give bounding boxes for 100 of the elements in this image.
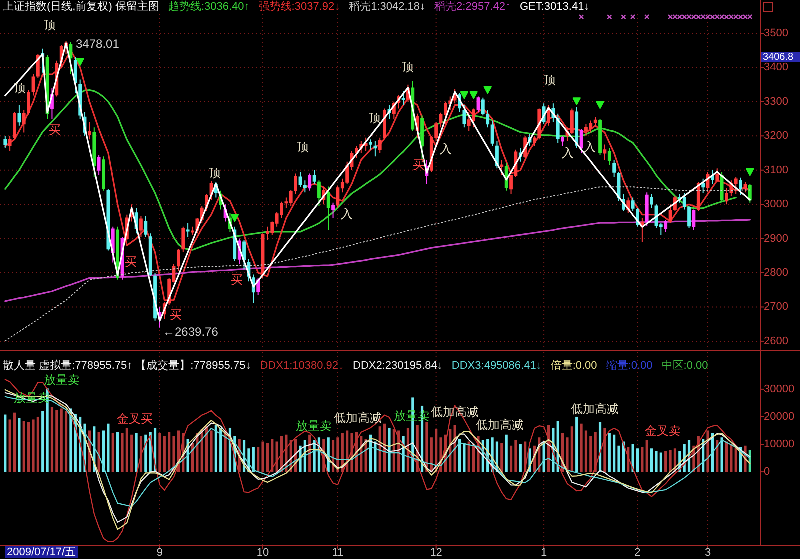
point (607, 14, 612, 20)
bar (18, 418, 21, 472)
chart-title: 上证指数(日线,前复权) 保留主图 (3, 0, 160, 13)
bar (112, 433, 114, 472)
bar (650, 448, 654, 472)
x-tick-label: 10 (256, 547, 270, 559)
candlestick (645, 192, 649, 227)
point (724, 14, 730, 20)
annotation: 买 (231, 273, 243, 287)
candlestick (298, 172, 302, 188)
text: DDX1:10380.92↓ (260, 360, 344, 372)
x-tick-label: 9 (156, 547, 164, 559)
bar (8, 420, 12, 472)
candlestick (18, 104, 22, 126)
x-tick-label: 3 (704, 547, 712, 559)
bar (224, 432, 227, 472)
point (644, 14, 650, 20)
point (672, 14, 678, 20)
bar (641, 447, 644, 472)
y-tick-label: 3300 (764, 96, 788, 108)
bar (584, 430, 588, 472)
bar (4, 414, 7, 472)
candlestick (402, 90, 406, 106)
candlestick (720, 172, 724, 202)
bar (262, 442, 264, 472)
candlestick (32, 74, 36, 96)
point (748, 14, 753, 20)
candlestick (27, 89, 31, 116)
point (484, 86, 492, 94)
candlestick (612, 160, 616, 178)
bar (576, 416, 578, 472)
candlestick (374, 140, 378, 158)
candlestick (378, 137, 382, 154)
candlestick (444, 101, 448, 125)
y-tick-label: 20000 (764, 410, 795, 423)
x-tick-label: 2 (634, 547, 641, 559)
text: 强势线:3037.92↓ (258, 0, 340, 13)
text: 倍量:0.00 (550, 359, 598, 372)
candlestick (696, 182, 700, 212)
point (746, 168, 754, 176)
line-series (4, 219, 751, 302)
annotation: 放量卖 (14, 391, 50, 405)
annotation: 买 (125, 255, 137, 269)
bar (608, 433, 611, 472)
bar (271, 439, 274, 472)
bar (618, 446, 620, 472)
candlestick (92, 127, 96, 178)
bar (590, 436, 592, 472)
candlestick (242, 240, 246, 270)
candlestick (594, 116, 598, 126)
bar (660, 452, 662, 472)
point (734, 14, 739, 20)
y-tick-label: 2900 (764, 232, 788, 245)
candlestick (186, 222, 190, 238)
bar (472, 444, 476, 472)
candlestick (664, 219, 668, 232)
candlestick (467, 112, 471, 132)
y-tick-label: 3100 (764, 164, 788, 176)
candlestick (8, 136, 12, 152)
annotation: 买 (170, 308, 182, 322)
candlestick (420, 115, 424, 161)
candlestick (74, 56, 78, 94)
candlestick (556, 113, 560, 144)
candlestick (725, 188, 728, 206)
annotation: 顶 (44, 18, 56, 32)
point (572, 98, 581, 106)
candlestick (140, 216, 143, 238)
candlestick (748, 184, 752, 204)
annotation: 顶 (402, 60, 414, 74)
bar (56, 410, 58, 472)
candlestick (486, 110, 490, 128)
annotation: 3478.01 (76, 37, 120, 51)
candlestick (692, 209, 696, 231)
candlestick (148, 233, 152, 277)
x-tick-label: 12 (430, 547, 442, 559)
candlestick (744, 182, 748, 194)
point (682, 14, 688, 20)
candlestick (476, 96, 480, 113)
bar (266, 443, 269, 472)
text: 稻壳1:3042.18↓ (349, 0, 426, 13)
bar (505, 434, 508, 472)
candlestick (111, 226, 115, 264)
line-series (4, 186, 751, 342)
annotation: ←2639.76 (163, 325, 219, 339)
y-tick-label: 2700 (764, 301, 788, 314)
bar (519, 444, 522, 472)
bar (50, 407, 54, 472)
point (686, 14, 692, 20)
point (596, 101, 604, 110)
candlestick (144, 216, 148, 238)
bar (64, 411, 68, 472)
point (691, 14, 697, 20)
bar (220, 428, 222, 472)
x-tick-label: 11 (332, 547, 344, 559)
bar (98, 432, 100, 472)
bar (32, 420, 35, 472)
bar (257, 447, 260, 472)
annotation: 顶 (297, 140, 309, 154)
annotation: 低加高减 (334, 411, 382, 425)
y-tick-label: 10000 (764, 438, 795, 451)
